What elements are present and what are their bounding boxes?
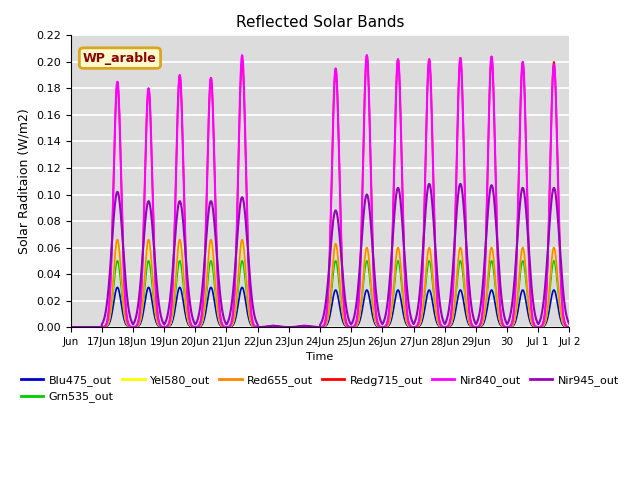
Blu475_out bbox=[399, 311, 407, 316]
Blu475_out bbox=[67, 324, 74, 330]
Redg715_out bbox=[566, 324, 573, 330]
Yel580_out bbox=[153, 316, 161, 322]
Red655_out bbox=[458, 247, 465, 253]
Nir945_out bbox=[389, 228, 397, 233]
Nir945_out bbox=[458, 183, 465, 189]
Line: Yel580_out: Yel580_out bbox=[70, 243, 570, 327]
Grn535_out bbox=[450, 310, 458, 315]
Blu475_out bbox=[450, 316, 458, 322]
Blu475_out bbox=[153, 320, 161, 326]
Nir840_out bbox=[153, 299, 161, 305]
Line: Nir840_out: Nir840_out bbox=[70, 55, 570, 327]
Legend: Blu475_out, Grn535_out, Yel580_out, Red655_out, Redg715_out, Nir840_out, Nir945_: Blu475_out, Grn535_out, Yel580_out, Red6… bbox=[17, 371, 623, 407]
Nir945_out bbox=[450, 251, 458, 257]
Nir945_out bbox=[426, 181, 433, 187]
Redg715_out bbox=[67, 324, 74, 330]
Red655_out bbox=[566, 324, 573, 330]
Blu475_out bbox=[390, 307, 397, 313]
Redg715_out bbox=[390, 202, 397, 207]
Grn535_out bbox=[153, 318, 161, 324]
Nir840_out bbox=[67, 324, 74, 330]
Nir945_out bbox=[399, 234, 407, 240]
Grn535_out bbox=[566, 324, 573, 330]
Text: WP_arable: WP_arable bbox=[83, 51, 157, 65]
Grn535_out bbox=[399, 300, 407, 306]
Redg715_out bbox=[458, 63, 465, 69]
Nir840_out bbox=[566, 324, 573, 330]
Nir840_out bbox=[238, 52, 246, 58]
Nir840_out bbox=[435, 317, 443, 323]
Redg715_out bbox=[363, 52, 371, 58]
Yel580_out bbox=[435, 322, 443, 328]
Blu475_out bbox=[566, 324, 573, 330]
Redg715_out bbox=[450, 264, 458, 270]
Line: Red655_out: Red655_out bbox=[70, 240, 570, 327]
Red655_out bbox=[435, 322, 443, 328]
Redg715_out bbox=[153, 299, 161, 305]
Blu475_out bbox=[113, 285, 121, 290]
Yel580_out bbox=[450, 307, 458, 312]
Yel580_out bbox=[67, 324, 74, 330]
Line: Grn535_out: Grn535_out bbox=[70, 261, 570, 327]
Nir840_out bbox=[399, 227, 407, 233]
Y-axis label: Solar Raditaion (W/m2): Solar Raditaion (W/m2) bbox=[17, 108, 31, 254]
Nir840_out bbox=[390, 202, 397, 207]
Yel580_out bbox=[458, 247, 465, 253]
Line: Blu475_out: Blu475_out bbox=[70, 288, 570, 327]
Blu475_out bbox=[458, 288, 465, 294]
Yel580_out bbox=[399, 295, 407, 301]
X-axis label: Time: Time bbox=[307, 352, 333, 362]
Grn535_out bbox=[113, 258, 121, 264]
Red655_out bbox=[67, 324, 74, 330]
Grn535_out bbox=[67, 324, 74, 330]
Grn535_out bbox=[458, 260, 465, 265]
Grn535_out bbox=[435, 323, 443, 328]
Blu475_out bbox=[435, 324, 443, 329]
Redg715_out bbox=[399, 227, 407, 233]
Nir945_out bbox=[153, 278, 161, 284]
Redg715_out bbox=[435, 317, 443, 323]
Nir945_out bbox=[566, 321, 573, 327]
Title: Reflected Solar Bands: Reflected Solar Bands bbox=[236, 15, 404, 30]
Nir840_out bbox=[450, 264, 458, 270]
Nir945_out bbox=[67, 324, 74, 330]
Yel580_out bbox=[390, 288, 397, 294]
Nir840_out bbox=[458, 63, 465, 69]
Yel580_out bbox=[566, 324, 573, 330]
Red655_out bbox=[153, 316, 161, 322]
Red655_out bbox=[390, 288, 397, 294]
Line: Nir945_out: Nir945_out bbox=[70, 184, 570, 327]
Line: Redg715_out: Redg715_out bbox=[70, 55, 570, 327]
Red655_out bbox=[113, 237, 121, 242]
Yel580_out bbox=[113, 240, 121, 246]
Grn535_out bbox=[390, 294, 397, 300]
Red655_out bbox=[399, 295, 407, 301]
Red655_out bbox=[450, 307, 458, 312]
Nir945_out bbox=[435, 296, 443, 302]
